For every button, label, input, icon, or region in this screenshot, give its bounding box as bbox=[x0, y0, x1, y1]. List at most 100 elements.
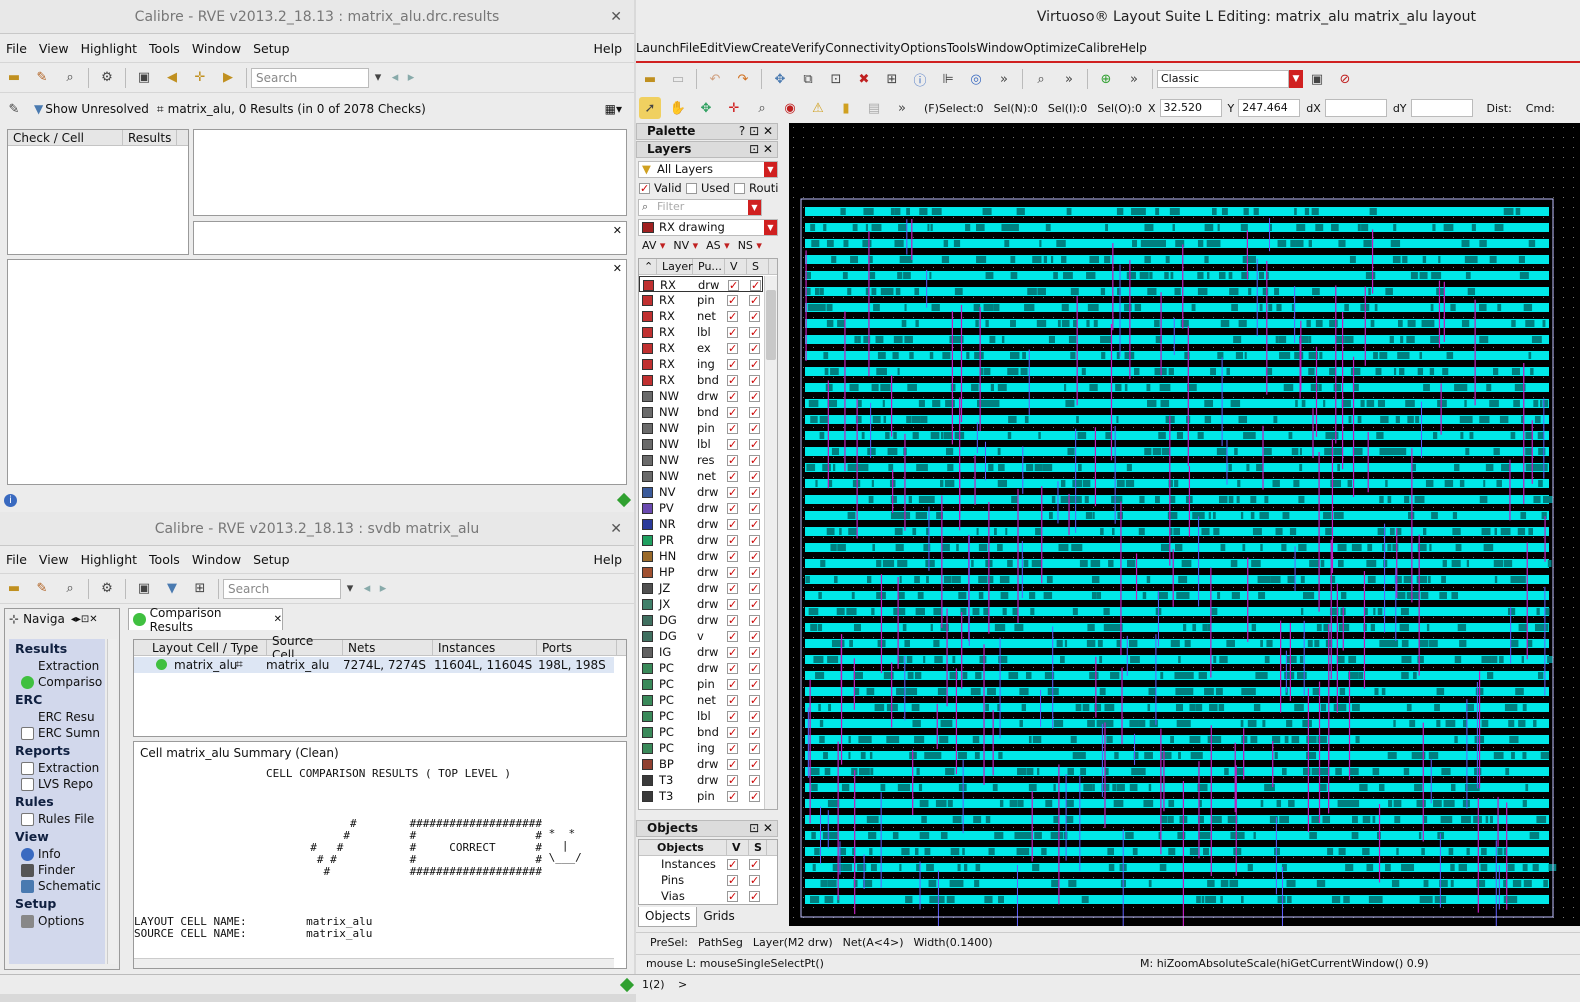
info-pane-close-icon[interactable]: ✕ bbox=[612, 224, 622, 237]
layer-row[interactable]: NR drw ✓ ✓ bbox=[639, 516, 763, 532]
more-icon[interactable]: » bbox=[1000, 71, 1008, 87]
layer-row[interactable]: DG drw ✓ ✓ bbox=[639, 612, 763, 628]
layer-visible-checkbox[interactable]: ✓ bbox=[727, 790, 738, 803]
redo-icon[interactable]: ↷ bbox=[737, 71, 749, 87]
layer-selectable-checkbox[interactable]: ✓ bbox=[749, 630, 760, 643]
layer-visible-checkbox[interactable]: ✓ bbox=[727, 710, 738, 723]
comparison-tab[interactable]: Comparison Results ✕ bbox=[128, 606, 283, 634]
col-visible[interactable]: V bbox=[725, 259, 747, 274]
zoom-icon[interactable]: ⌕ bbox=[66, 581, 74, 596]
nav-item[interactable]: Extraction bbox=[9, 760, 105, 776]
nav-item[interactable]: Options bbox=[9, 913, 105, 929]
routing-checkbox[interactable] bbox=[734, 183, 745, 194]
back-arrow-icon[interactable]: ◀ bbox=[167, 70, 177, 85]
undo-icon[interactable]: ↶ bbox=[709, 71, 721, 87]
layer-selectable-checkbox[interactable]: ✓ bbox=[749, 726, 760, 739]
menu-tools[interactable]: Tools bbox=[946, 41, 977, 55]
drc-check-list[interactable]: Check / Cell Results bbox=[7, 129, 189, 255]
menu-window[interactable]: Window bbox=[191, 40, 242, 56]
comparison-col-3[interactable]: Instances bbox=[433, 640, 537, 655]
layout-canvas[interactable] bbox=[789, 123, 1580, 926]
move-icon[interactable]: ✥ bbox=[774, 71, 786, 87]
comparison-row[interactable]: matrix_alu ⌗ matrix_alu 7274L, 7274S 116… bbox=[134, 657, 614, 673]
objects-col-name[interactable]: Objects bbox=[639, 840, 727, 855]
ruler-icon[interactable]: ▤ bbox=[867, 100, 881, 116]
settings-gear-icon[interactable]: ⚙ bbox=[101, 581, 113, 596]
menu-view[interactable]: View bbox=[722, 41, 752, 55]
sort-icon[interactable]: ⌃ bbox=[639, 259, 657, 274]
layer-visible-checkbox[interactable]: ✓ bbox=[727, 630, 738, 643]
layer-filter-input[interactable]: ⌕ Filter ▼ bbox=[638, 199, 762, 216]
properties-icon[interactable]: ⓘ bbox=[913, 73, 927, 89]
menu-tools[interactable]: Tools bbox=[149, 551, 180, 567]
layer-row[interactable]: PC lbl ✓ ✓ bbox=[639, 708, 763, 724]
col-selectable[interactable]: S bbox=[747, 259, 769, 274]
menu-file[interactable]: File bbox=[6, 40, 27, 56]
layer-selectable-checkbox[interactable]: ✓ bbox=[749, 390, 760, 403]
lvs-search-input[interactable]: Search bbox=[223, 578, 341, 599]
layer-visible-checkbox[interactable]: ✓ bbox=[727, 342, 738, 355]
menu-edit[interactable]: Edit bbox=[699, 41, 723, 55]
x-coord-field[interactable]: 32.520 bbox=[1159, 99, 1222, 117]
workspace-save-icon[interactable]: ▣ bbox=[1310, 71, 1324, 87]
layer-visible-checkbox[interactable]: ✓ bbox=[727, 694, 738, 707]
layer-selectable-checkbox[interactable]: ✓ bbox=[749, 678, 760, 691]
drc-info-icon[interactable]: i bbox=[4, 494, 17, 507]
pencil-icon[interactable]: ✎ bbox=[8, 101, 20, 117]
layer-row[interactable]: RX net ✓ ✓ bbox=[639, 308, 763, 324]
layer-selectable-checkbox[interactable]: ✓ bbox=[749, 710, 760, 723]
layer-visible-checkbox[interactable]: ✓ bbox=[727, 726, 738, 739]
forward-arrow-icon[interactable]: ▶ bbox=[223, 70, 233, 85]
menu-help[interactable]: Help bbox=[1119, 41, 1147, 55]
layer-selectable-checkbox[interactable]: ✓ bbox=[749, 534, 760, 547]
nav-item[interactable]: Extraction bbox=[9, 658, 105, 674]
save-icon[interactable]: ▭ bbox=[671, 71, 685, 87]
navigator-controls-icon[interactable]: ◂▸⊡✕ bbox=[70, 613, 98, 625]
layer-visible-checkbox[interactable]: ✓ bbox=[727, 390, 738, 403]
hierarchy-icon[interactable]: ⊞ bbox=[886, 71, 898, 87]
object-selectable-checkbox[interactable]: ✓ bbox=[749, 858, 760, 871]
layer-selectable-checkbox[interactable]: ✓ bbox=[749, 422, 760, 435]
av-dropdown-icon[interactable]: ▾ bbox=[659, 239, 666, 252]
comparison-col-1[interactable]: Source Cell bbox=[267, 634, 343, 662]
layer-selectable-checkbox[interactable]: ✓ bbox=[749, 774, 760, 787]
palette-controls-icon[interactable]: ? ⊡ ✕ bbox=[738, 124, 773, 138]
layer-selectable-checkbox[interactable]: ✓ bbox=[749, 742, 760, 755]
layer-visible-checkbox[interactable]: ✓ bbox=[727, 406, 738, 419]
open-icon[interactable]: ▬ bbox=[643, 71, 657, 87]
summary-hscroll[interactable] bbox=[134, 958, 614, 968]
nav-item[interactable]: Info bbox=[9, 846, 105, 862]
nav-item[interactable]: ERC Sumn bbox=[9, 725, 105, 741]
layer-visible-checkbox[interactable]: ✓ bbox=[727, 566, 738, 579]
dx-field[interactable] bbox=[1324, 99, 1387, 117]
delete-icon[interactable]: ✖ bbox=[858, 71, 870, 87]
workspace-select[interactable]: Classic bbox=[1157, 70, 1289, 88]
dy-field[interactable] bbox=[1410, 99, 1473, 117]
menu-view[interactable]: View bbox=[38, 40, 69, 56]
layer-visible-checkbox[interactable]: ✓ bbox=[727, 662, 738, 675]
layer-visible-checkbox[interactable]: ✓ bbox=[727, 598, 738, 611]
layer-row[interactable]: NW pin ✓ ✓ bbox=[639, 420, 763, 436]
layer-selectable-checkbox[interactable]: ✓ bbox=[749, 550, 760, 563]
layer-row[interactable]: NV drw ✓ ✓ bbox=[639, 484, 763, 500]
layer-row[interactable]: RX ex ✓ ✓ bbox=[639, 340, 763, 356]
layer-row[interactable]: PC net ✓ ✓ bbox=[639, 692, 763, 708]
search-prev-icon[interactable]: ◂ bbox=[363, 581, 371, 596]
select-mode-icon[interactable]: ➚ bbox=[639, 97, 661, 119]
layer-selectable-checkbox[interactable]: ✓ bbox=[749, 614, 760, 627]
nav-item[interactable]: Finder bbox=[9, 862, 105, 878]
center-icon[interactable]: ✛ bbox=[194, 70, 206, 85]
layer-visible-checkbox[interactable]: ✓ bbox=[727, 582, 738, 595]
layer-selectable-checkbox[interactable]: ✓ bbox=[749, 374, 760, 387]
nav-item[interactable]: LVS Repo bbox=[9, 776, 105, 792]
layer-visible-checkbox[interactable]: ✓ bbox=[727, 310, 738, 323]
layer-visible-checkbox[interactable]: ✓ bbox=[728, 279, 739, 292]
used-checkbox[interactable] bbox=[686, 183, 697, 194]
nav-item[interactable]: Schematic bbox=[9, 878, 105, 894]
menu-launch[interactable]: Launch bbox=[636, 41, 680, 55]
snap-icon[interactable]: ✥ bbox=[700, 100, 712, 116]
filter-as[interactable]: AS ▾ bbox=[706, 239, 730, 252]
layer-visible-checkbox[interactable]: ✓ bbox=[727, 422, 738, 435]
menu-options[interactable]: Options bbox=[900, 41, 947, 55]
menu-setup[interactable]: Setup bbox=[253, 551, 290, 567]
